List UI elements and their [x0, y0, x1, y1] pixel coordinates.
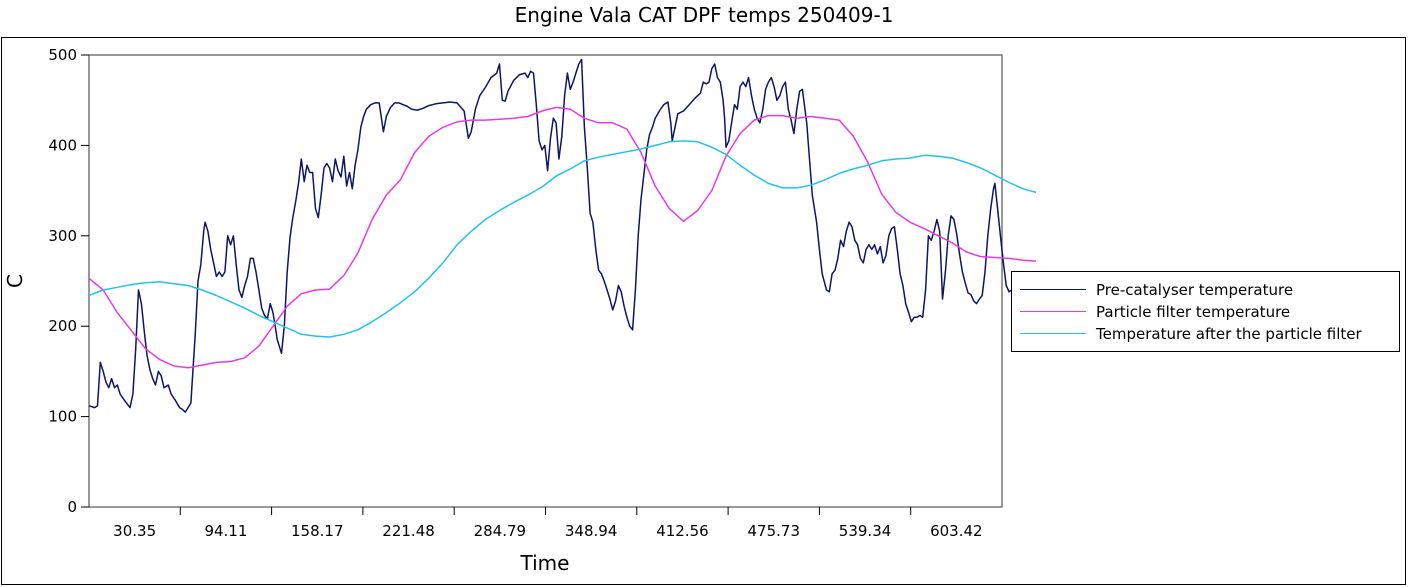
- series-line-1: [88, 106, 1037, 369]
- y-axis-label: C: [3, 274, 27, 288]
- y-axis: 0 100 200 300 400 500: [48, 46, 89, 516]
- series-line-0: [88, 58, 1037, 413]
- x-tick-label: 30.35: [113, 522, 156, 540]
- x-tick-label: 412.56: [656, 522, 709, 540]
- x-tick-label: 284.79: [474, 522, 527, 540]
- y-tick-label: 300: [48, 227, 77, 245]
- y-tick-label: 200: [48, 317, 77, 335]
- legend-label-particle-filter: Particle filter temperature: [1096, 302, 1291, 321]
- chart-frame: [1, 37, 1406, 585]
- legend-entry-after-filter: Temperature after the particle filter: [1020, 323, 1362, 344]
- x-tick-label: 221.48: [382, 522, 435, 540]
- y-tick-label: 500: [48, 46, 77, 64]
- x-tick-label: 348.94: [565, 522, 618, 540]
- x-tick-label: 158.17: [291, 522, 344, 540]
- legend-swatch-pre-catalyser: [1020, 289, 1086, 290]
- plot-area: [88, 54, 1003, 508]
- y-tick-label: 400: [48, 136, 77, 154]
- x-tick-label: 475.73: [748, 522, 801, 540]
- y-tick-label: 0: [67, 498, 77, 516]
- x-axis: 30.35 94.11 158.17 221.48 284.79 348.94 412.56…: [113, 507, 983, 540]
- x-tick-label: 94.11: [204, 522, 247, 540]
- x-tick-label: 603.42: [930, 522, 983, 540]
- legend-label-pre-catalyser: Pre-catalyser temperature: [1096, 280, 1294, 299]
- chart-title: Engine Vala CAT DPF temps 250409-1: [514, 3, 894, 27]
- legend-label-after-filter: Temperature after the particle filter: [1096, 324, 1362, 343]
- series-line-2: [88, 140, 1037, 338]
- y-tick-label: 100: [48, 408, 77, 426]
- legend-entry-pre-catalyser: Pre-catalyser temperature: [1020, 279, 1293, 300]
- legend-swatch-particle-filter: [1020, 311, 1086, 312]
- legend: Pre-catalyser temperature Particle filte…: [1011, 271, 1400, 352]
- series-layer: [88, 58, 1037, 413]
- legend-swatch-after-filter: [1020, 333, 1086, 334]
- legend-entry-particle-filter: Particle filter temperature: [1020, 301, 1290, 322]
- x-tick-label: 539.34: [839, 522, 892, 540]
- x-axis-label: Time: [520, 551, 570, 575]
